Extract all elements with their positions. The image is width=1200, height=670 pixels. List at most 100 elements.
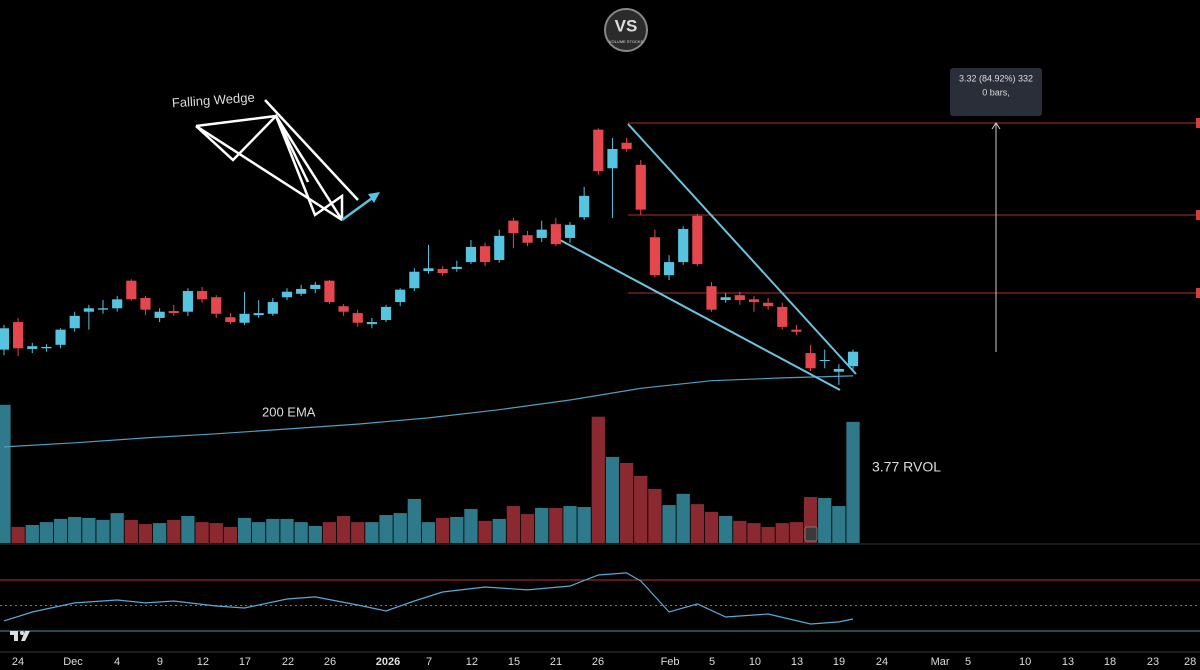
candle-body <box>508 220 519 234</box>
candle-body <box>635 164 646 210</box>
volume-bar <box>308 525 322 543</box>
volume-bar <box>393 513 407 543</box>
volume-bar <box>464 508 478 543</box>
volume-bar <box>704 511 719 543</box>
volume-bar <box>591 416 605 543</box>
x-tick-label: 7 <box>426 656 432 668</box>
x-tick-label: Mar <box>931 656 950 668</box>
measure-arrow <box>991 122 1001 130</box>
x-tick-label: Dec <box>63 656 83 668</box>
volume-bar <box>336 516 351 543</box>
volume-bar <box>25 525 39 543</box>
volume-bar <box>421 522 436 543</box>
volume-bar <box>167 519 181 543</box>
volume-bar <box>506 506 521 543</box>
wedge-arrow <box>341 194 376 222</box>
x-tick-label: 9 <box>157 656 163 668</box>
tv-logo <box>10 631 30 641</box>
volume-bar <box>634 475 648 543</box>
level-marker <box>1196 118 1200 128</box>
volume-bar <box>252 522 266 543</box>
x-tick-label: 23 <box>1147 656 1159 668</box>
volume-bar <box>619 462 634 543</box>
candle-body <box>423 268 434 272</box>
volume-bar <box>832 506 846 543</box>
volume-bar <box>0 404 11 543</box>
volume-bar <box>733 520 747 543</box>
candle-body <box>805 353 816 369</box>
x-tick-label: 24 <box>12 656 24 668</box>
candle-body <box>126 280 137 300</box>
x-tick-label: 10 <box>1019 656 1031 668</box>
candle-body <box>225 317 236 323</box>
volume-bar <box>747 523 761 543</box>
candle-body <box>310 284 321 289</box>
candle-body <box>763 302 774 307</box>
candle-body <box>819 360 830 361</box>
volume-bar <box>124 519 138 543</box>
candle-body <box>395 289 406 303</box>
candle-body <box>494 235 505 260</box>
volume-bar <box>761 526 775 543</box>
volume-bar <box>96 519 110 543</box>
x-tick-label: 5 <box>965 656 971 668</box>
candle-body <box>579 195 590 218</box>
x-tick-label: 19 <box>833 656 845 668</box>
volume-bar <box>648 489 662 543</box>
candle-body <box>366 322 377 325</box>
watermark: VS VOLUME STOCKS <box>604 8 648 52</box>
x-tick-label: Feb <box>661 656 680 668</box>
candle-body <box>267 302 278 314</box>
x-tick-label: 28 <box>1184 656 1196 668</box>
x-tick-label: 21 <box>550 656 562 668</box>
volume-bar <box>195 522 209 543</box>
candle-body <box>437 268 448 274</box>
x-tick-label: 18 <box>1104 656 1116 668</box>
logo-part <box>14 631 18 641</box>
candle-body <box>182 291 194 312</box>
candle-body <box>41 346 52 349</box>
x-tick-label: 22 <box>282 656 294 668</box>
candle-body <box>380 306 392 320</box>
measure-bars: 0 bars, <box>982 87 1010 97</box>
candle-body <box>140 297 151 310</box>
pattern-label: Falling Wedge <box>171 90 255 111</box>
x-tick-label: 10 <box>749 656 761 668</box>
candle-body <box>791 329 802 332</box>
volume-bar <box>478 520 492 543</box>
x-tick-label: 24 <box>876 656 888 668</box>
candle-body <box>281 291 293 298</box>
candle-body <box>777 306 788 327</box>
x-tick-label: 17 <box>239 656 251 668</box>
x-tick-label: 15 <box>508 656 520 668</box>
candle-body <box>409 271 420 289</box>
candle-body <box>97 308 109 310</box>
x-tick-label: 5 <box>709 656 715 668</box>
volume-bar <box>450 516 464 543</box>
volume-bar <box>223 526 238 543</box>
volume-bar <box>690 504 705 543</box>
candle-body <box>55 329 66 345</box>
volume-bar <box>535 507 549 543</box>
level-marker <box>1196 210 1200 220</box>
candle-body <box>607 148 618 169</box>
volume-bar <box>68 516 82 543</box>
volume-bar <box>11 526 25 543</box>
candle-body <box>593 129 604 172</box>
candle-body <box>27 346 38 349</box>
wedge-top <box>264 99 359 201</box>
volume-bar <box>237 517 252 543</box>
candle-body <box>734 295 745 300</box>
candle-body <box>706 286 717 310</box>
measure-box <box>950 68 1042 116</box>
candle-body <box>112 299 123 309</box>
volume-bar <box>520 514 535 543</box>
logo-part <box>21 631 30 641</box>
volume-bar <box>294 522 308 543</box>
candle-body <box>833 368 844 372</box>
candle-body <box>720 297 731 300</box>
candle-body <box>748 299 760 303</box>
ema-line <box>3 375 854 448</box>
earnings-marker <box>804 526 818 542</box>
volume-bar <box>266 518 280 543</box>
